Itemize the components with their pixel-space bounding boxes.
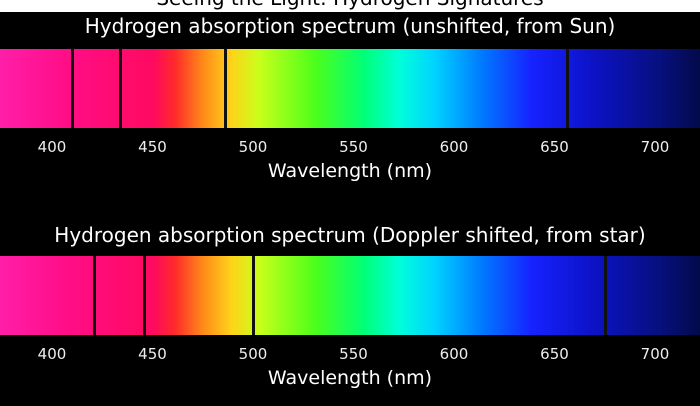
tick-label: 700 bbox=[640, 345, 670, 363]
absorption-line bbox=[252, 256, 255, 335]
tick-label: 450 bbox=[138, 138, 167, 156]
cropped-header-text: Seeing the Light: Hydrogen Signatures bbox=[0, 0, 700, 8]
tick-label: 600 bbox=[439, 345, 469, 363]
absorption-line bbox=[119, 49, 123, 128]
absorption-line bbox=[71, 49, 75, 128]
tick-label: 650 bbox=[540, 138, 569, 156]
tick-label: 450 bbox=[138, 345, 167, 363]
absorption-line bbox=[565, 49, 569, 128]
tick-label: 400 bbox=[37, 138, 67, 156]
spectrum-title-shifted: Hydrogen absorption spectrum (Doppler sh… bbox=[54, 223, 646, 247]
cropped-header: Seeing the Light: Hydrogen Signatures bbox=[0, 0, 700, 12]
absorption-line bbox=[93, 256, 97, 335]
axis-label-unshifted: Wavelength (nm) bbox=[267, 160, 433, 182]
axis-label-shifted: Wavelength (nm) bbox=[267, 367, 433, 389]
tick-label: 700 bbox=[640, 138, 670, 156]
spectrum-strip-shifted bbox=[0, 256, 700, 335]
tick-label: 400 bbox=[37, 345, 67, 363]
tick-label: 650 bbox=[540, 345, 569, 363]
absorption-line bbox=[223, 49, 227, 128]
tick-label: 550 bbox=[339, 138, 368, 156]
spectrum-title-unshifted: Hydrogen absorption spectrum (unshifted,… bbox=[84, 14, 616, 38]
absorption-line bbox=[603, 256, 607, 335]
tick-label: 500 bbox=[238, 138, 268, 156]
tick-label: 600 bbox=[439, 138, 469, 156]
absorption-line bbox=[143, 256, 147, 335]
spectrum-strip-unshifted bbox=[0, 49, 700, 128]
tick-label: 550 bbox=[339, 345, 368, 363]
tick-label: 500 bbox=[238, 345, 268, 363]
